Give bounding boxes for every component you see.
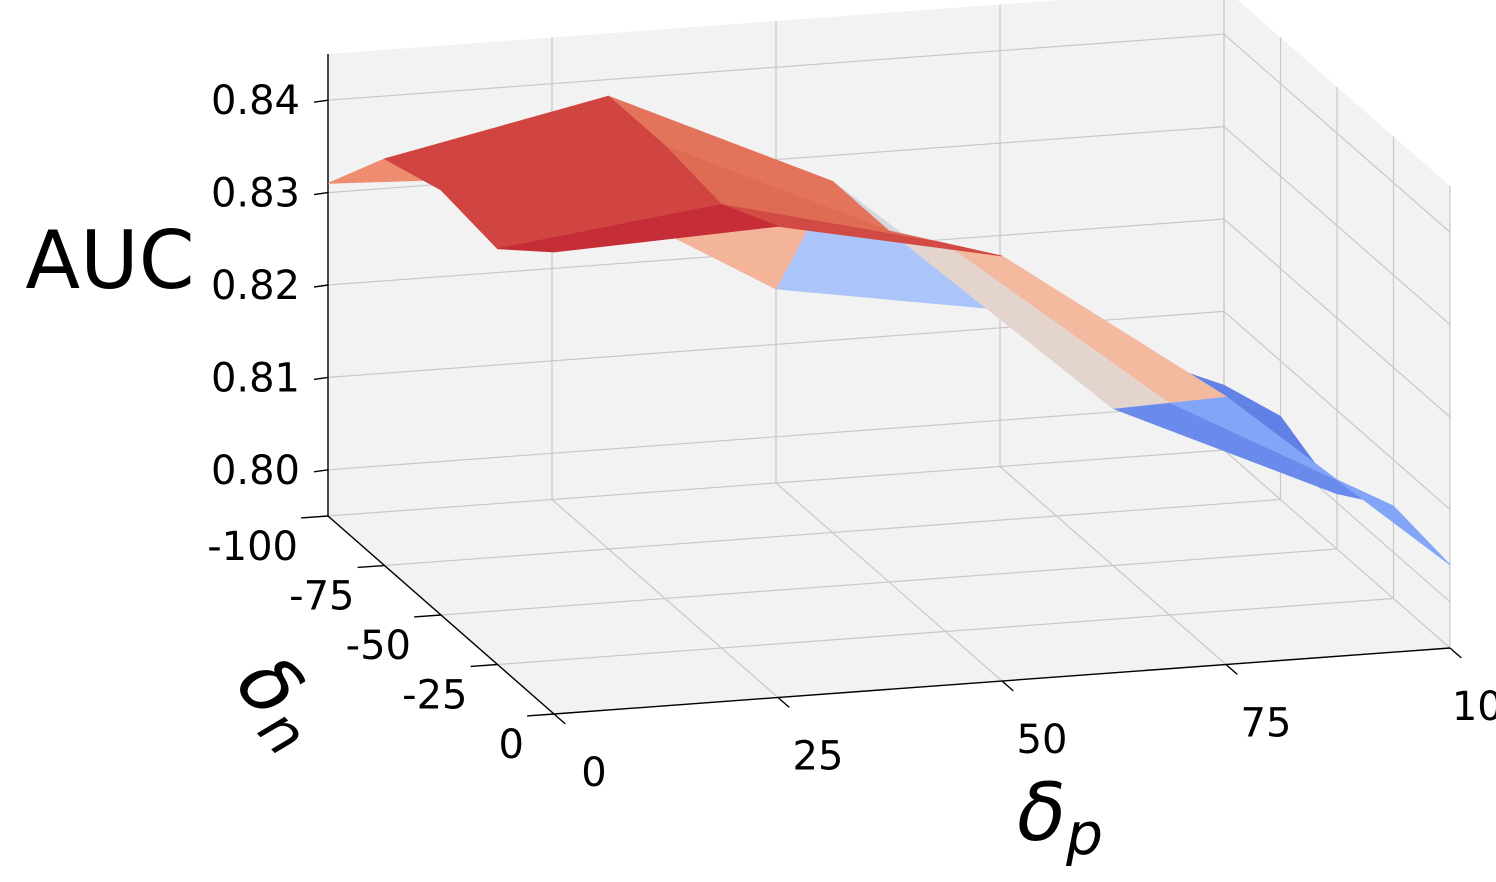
- x-axis-title-subscript: p: [1065, 800, 1103, 868]
- z-tick-mark: [313, 469, 329, 473]
- z-tick-label: 0.81: [211, 355, 300, 401]
- surface-patches: [327, 95, 1451, 566]
- y-tick-label: -75: [289, 574, 354, 620]
- x-tick-mark: [1449, 647, 1462, 659]
- z-axis-title: AUC: [25, 214, 194, 307]
- x-tick-mark: [1001, 680, 1014, 692]
- x-tick-label: 50: [1017, 717, 1068, 763]
- x-tick-label: 75: [1241, 701, 1292, 747]
- x-tick-mark: [553, 713, 566, 725]
- tick-labels: 0 25 50 75 100 -100-75-50-25 0 0.80 0.81 0.82 0.83…: [207, 78, 1496, 796]
- z-tick-label: 0.84: [211, 78, 300, 124]
- floor-gridline-y: [497, 597, 1394, 666]
- z-tick-mark: [313, 284, 329, 288]
- y-tick-mark: [527, 713, 555, 717]
- x-tick-mark: [777, 696, 790, 708]
- y-tick-label: -100: [207, 524, 298, 570]
- floor-gridline-y: [440, 548, 1338, 616]
- x-axis-title-base: δ: [1017, 766, 1066, 859]
- z-tick-label: 0.83: [211, 171, 300, 217]
- axis-lines: [301, 54, 1462, 725]
- y-tick-label: -25: [402, 673, 467, 719]
- y-tick-label: -50: [346, 623, 411, 669]
- back-gridline-z: [327, 33, 1225, 101]
- floor-gridline-y: [327, 449, 1225, 517]
- side-gridline-z: [1223, 126, 1451, 326]
- y-tick-mark: [470, 663, 498, 668]
- y-axis-title: δn: [213, 637, 346, 769]
- surface-patch: [497, 204, 779, 253]
- y-tick-label: 0: [499, 722, 524, 768]
- y-tick-mark: [414, 614, 442, 618]
- z-tick-mark: [313, 99, 329, 103]
- x-tick-label: 100: [1452, 684, 1496, 730]
- x-tick-label: 0: [581, 750, 606, 796]
- z-tick-mark: [313, 191, 329, 196]
- floor-gridline-y: [384, 498, 1281, 567]
- y-tick-mark: [301, 515, 329, 519]
- z-tick-label: 0.80: [211, 448, 300, 494]
- side-gridline-z: [1223, 218, 1451, 418]
- back-gridline-z: [327, 403, 1225, 471]
- z-tick-label: 0.82: [211, 263, 300, 309]
- side-gridline-z: [1223, 33, 1451, 233]
- x-tick-mark: [1225, 663, 1238, 675]
- side-gridline-z: [1223, 310, 1451, 510]
- y-tick-mark: [357, 564, 385, 569]
- x-axis-title: δp: [1017, 766, 1103, 868]
- x-tick-label: 25: [793, 734, 844, 780]
- z-tick-mark: [313, 376, 329, 381]
